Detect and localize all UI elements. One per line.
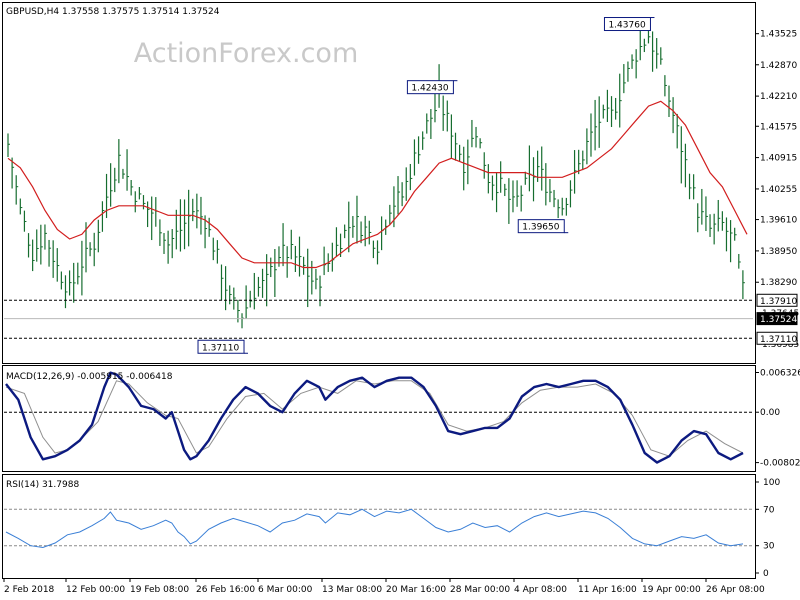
level-badge-1.37524	[756, 312, 798, 326]
price-axis-label: 1.38950	[760, 247, 797, 257]
time-axis-label: 20 Mar 16:00	[386, 585, 446, 595]
callout-label: 1.43760	[608, 21, 645, 31]
price-axis-label: 1.40915	[760, 154, 797, 164]
price-axis-label: 1.43525	[760, 30, 797, 40]
rsi-axis-label: 100	[763, 478, 780, 488]
time-axis-label: 19 Feb 08:00	[130, 585, 189, 595]
watermark: ActionForex.com	[134, 38, 359, 69]
level-badge-text: 1.37910	[760, 297, 797, 307]
price-axis-label: 1.39610	[760, 216, 797, 226]
time-axis-label: 19 Apr 00:00	[642, 585, 701, 595]
moving-average-line	[7, 100, 748, 269]
time-axis-label: 13 Mar 08:00	[322, 585, 382, 595]
rsi-axis-label: 0	[763, 569, 769, 579]
time-axis-label: 28 Mar 00:00	[450, 585, 510, 595]
time-axis-label: 12 Feb 00:00	[66, 585, 125, 595]
price-axis: 1.43525 1.42870 1.42210 1.41575 1.40915 1.402…	[755, 30, 799, 350]
rsi-pane	[2, 474, 756, 579]
callout-box-1.39650	[517, 219, 565, 234]
macd-title: MACD(12,26,9) -0.005915 -0.006418	[6, 372, 173, 382]
rsi-axis-label: 70	[763, 505, 775, 515]
rsi-axis-label: 30	[763, 542, 775, 552]
level-badge-text: 1.37110	[760, 335, 797, 345]
callout-box-1.37110	[197, 339, 245, 354]
time-axis-label: 11 Apr 16:00	[578, 585, 637, 595]
macd-axis: 0.006326 0.00 -0.008022	[755, 368, 800, 469]
rsi-axis: 100 70 30 0	[755, 478, 780, 579]
time-axis-label: 26 Feb 16:00	[196, 585, 255, 595]
rsi-line	[5, 508, 744, 549]
callout-box-1.42430	[406, 80, 454, 95]
callout-label: 1.37110	[202, 343, 239, 353]
macd-axis-label: 0.006326	[760, 368, 800, 378]
time-axis-label: 26 Apr 08:00	[706, 585, 765, 595]
price-axis-label: 1.42870	[760, 61, 797, 71]
price-axis-label: 1.36985	[762, 340, 799, 350]
macd-axis-label: 0.00	[760, 408, 780, 418]
price-series-layer: 1.43760 1.42430 1.39650 1.37110	[4, 17, 753, 354]
symbol-header: GBPUSD,H4 1.37558 1.37575 1.37514 1.3752…	[6, 7, 220, 17]
time-axis-label: 2 Feb 2018	[4, 585, 55, 595]
callout-label: 1.42430	[411, 84, 448, 94]
price-pane	[2, 2, 756, 364]
rsi-title: RSI(14) 31.7988	[6, 480, 79, 490]
price-axis-label: 1.42210	[760, 92, 797, 102]
level-badge-1.37110	[756, 331, 798, 345]
price-axis-label: 1.38290	[760, 278, 797, 288]
time-axis: 2 Feb 2018 12 Feb 00:00 19 Feb 08:00 26 Feb…	[3, 578, 765, 595]
price-axis-label: 1.40255	[760, 185, 797, 195]
macd-line	[5, 371, 744, 464]
macd-axis-label: -0.008022	[760, 459, 800, 469]
callout-label: 1.39650	[522, 223, 559, 233]
time-axis-label: 6 Mar 00:00	[258, 585, 313, 595]
macd-layer	[4, 371, 753, 464]
rsi-layer	[4, 508, 753, 549]
level-badge-1.37910	[756, 293, 798, 307]
time-axis-label: 4 Apr 08:00	[514, 585, 567, 595]
level-badge-text: 1.37524	[760, 315, 797, 325]
callout-box-1.43760	[603, 17, 651, 32]
price-axis-label: 1.41575	[760, 122, 797, 132]
